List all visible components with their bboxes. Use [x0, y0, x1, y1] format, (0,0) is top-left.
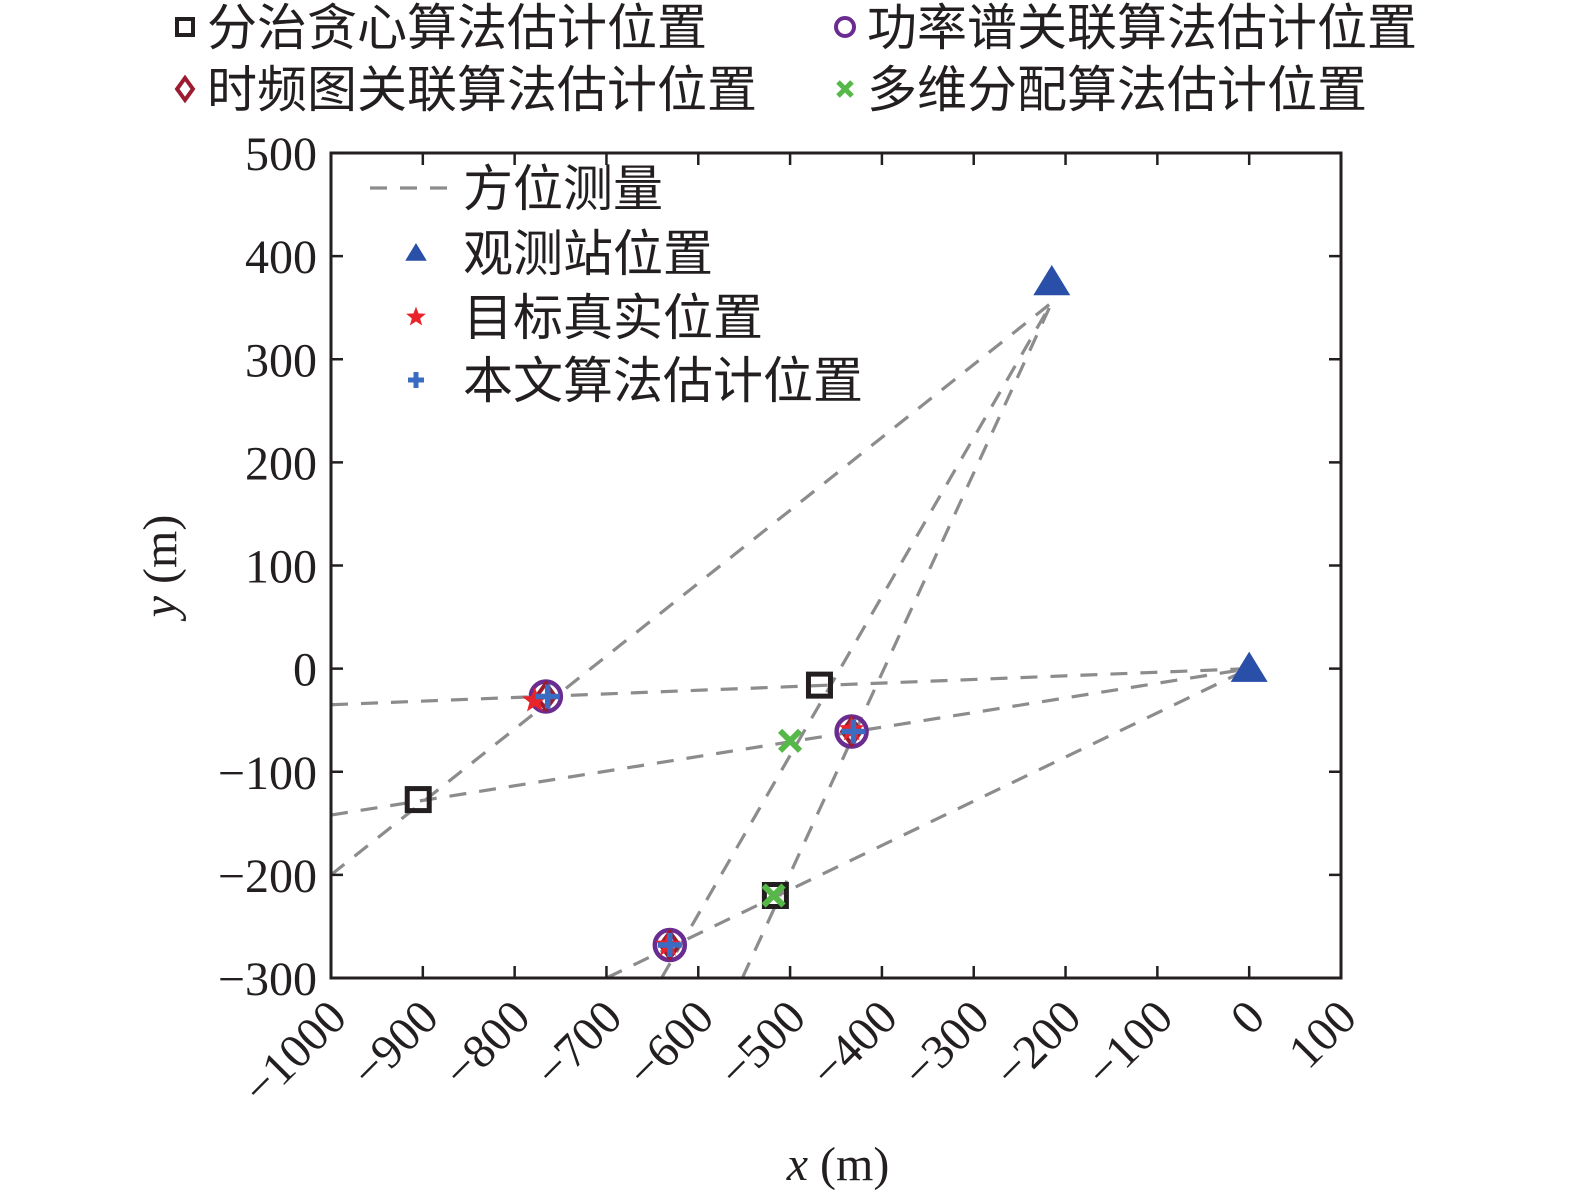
x-tick-label: 100 [1278, 990, 1366, 1078]
y-tick-label: 400 [245, 231, 317, 284]
top-legend-label: 功率谱关联算法估计位置 [867, 0, 1417, 57]
inner-legend-item: 观测站位置 [405, 225, 713, 283]
inner-legend-label: 目标真实位置 [463, 289, 763, 347]
top-legend-item: 功率谱关联算法估计位置 [834, 0, 1417, 57]
y-tick-label: 100 [245, 541, 317, 594]
x-legend-icon [836, 80, 854, 98]
square-marker [805, 671, 833, 699]
plus-marker [841, 719, 866, 744]
x-axis-title: x (m) [786, 1138, 890, 1191]
inner-legend-item: 目标真实位置 [406, 289, 763, 347]
y-tick-label: 200 [245, 437, 317, 490]
star-legend-icon [406, 306, 426, 326]
x-tick-label: −100 [1076, 990, 1184, 1098]
y-tick-label: −300 [218, 953, 317, 1006]
y-tick-label: 300 [245, 334, 317, 387]
triangle-legend-icon [405, 243, 427, 261]
y-tick-label: 0 [293, 644, 317, 697]
diamond-legend-icon [174, 74, 196, 104]
square-legend-icon [175, 17, 195, 37]
bearing-lines [330, 301, 1250, 980]
plus-legend-icon [408, 372, 424, 388]
top-legend-item: 多维分配算法估计位置 [836, 61, 1367, 119]
y-axis-title: y(m) [134, 515, 187, 623]
bearing-line [330, 301, 1053, 877]
y-tick-labels: −300 −200 −100 0 100 200 300 400 500 [218, 128, 317, 1006]
triangle-marker [1033, 264, 1071, 296]
x-marker [761, 883, 786, 908]
inner-legend-label: 方位测量 [463, 160, 663, 218]
inner-legend-label: 观测站位置 [463, 225, 713, 283]
x-tick-label: −300 [892, 990, 1000, 1098]
triangle-marker [1230, 651, 1268, 682]
circle-legend-icon [834, 16, 856, 38]
diamond-marker [534, 680, 558, 713]
x-tick-label: −700 [525, 990, 633, 1098]
bearing-line [740, 301, 1054, 979]
square-marker [404, 786, 432, 814]
chart-markers [404, 264, 1268, 963]
x-tick-label: −400 [800, 990, 908, 1098]
top-legend-label: 时频图关联算法估计位置 [207, 61, 757, 119]
x-tick-label: −500 [708, 990, 816, 1098]
top-legend-item: 分治贪心算法估计位置 [175, 0, 707, 57]
inner-legend-label: 本文算法估计位置 [463, 352, 863, 410]
x-tick-label: −900 [341, 990, 449, 1098]
top-legend-label: 分治贪心算法估计位置 [207, 0, 707, 57]
x-tick-label: −200 [984, 990, 1092, 1098]
bearing-line [605, 667, 1250, 980]
top-legend-label: 多维分配算法估计位置 [867, 61, 1367, 119]
x-tick-label: −600 [617, 990, 725, 1098]
square-marker [761, 882, 789, 909]
y-tick-label: 500 [245, 128, 317, 181]
inner-legend-item: 本文算法估计位置 [408, 352, 863, 410]
plus-marker [535, 684, 560, 709]
x-tick-labels: −1000−900−800−700−600−500−400−300−200−10… [232, 990, 1367, 1115]
x-tick-label: 0 [1221, 990, 1275, 1044]
x-tick-label: −800 [433, 990, 541, 1098]
top-legend-item: 时频图关联算法估计位置 [174, 61, 757, 119]
y-tick-label: −100 [218, 747, 317, 800]
plus-marker [657, 933, 682, 957]
bearing-line [330, 667, 1250, 707]
x-marker [777, 728, 803, 753]
bearing-line [660, 301, 1054, 979]
x-tick-label: −1000 [232, 990, 357, 1115]
inner-legend-item: 方位测量 [370, 160, 663, 218]
axis-ticks [329, 151, 1343, 980]
y-tick-label: −200 [218, 850, 317, 903]
